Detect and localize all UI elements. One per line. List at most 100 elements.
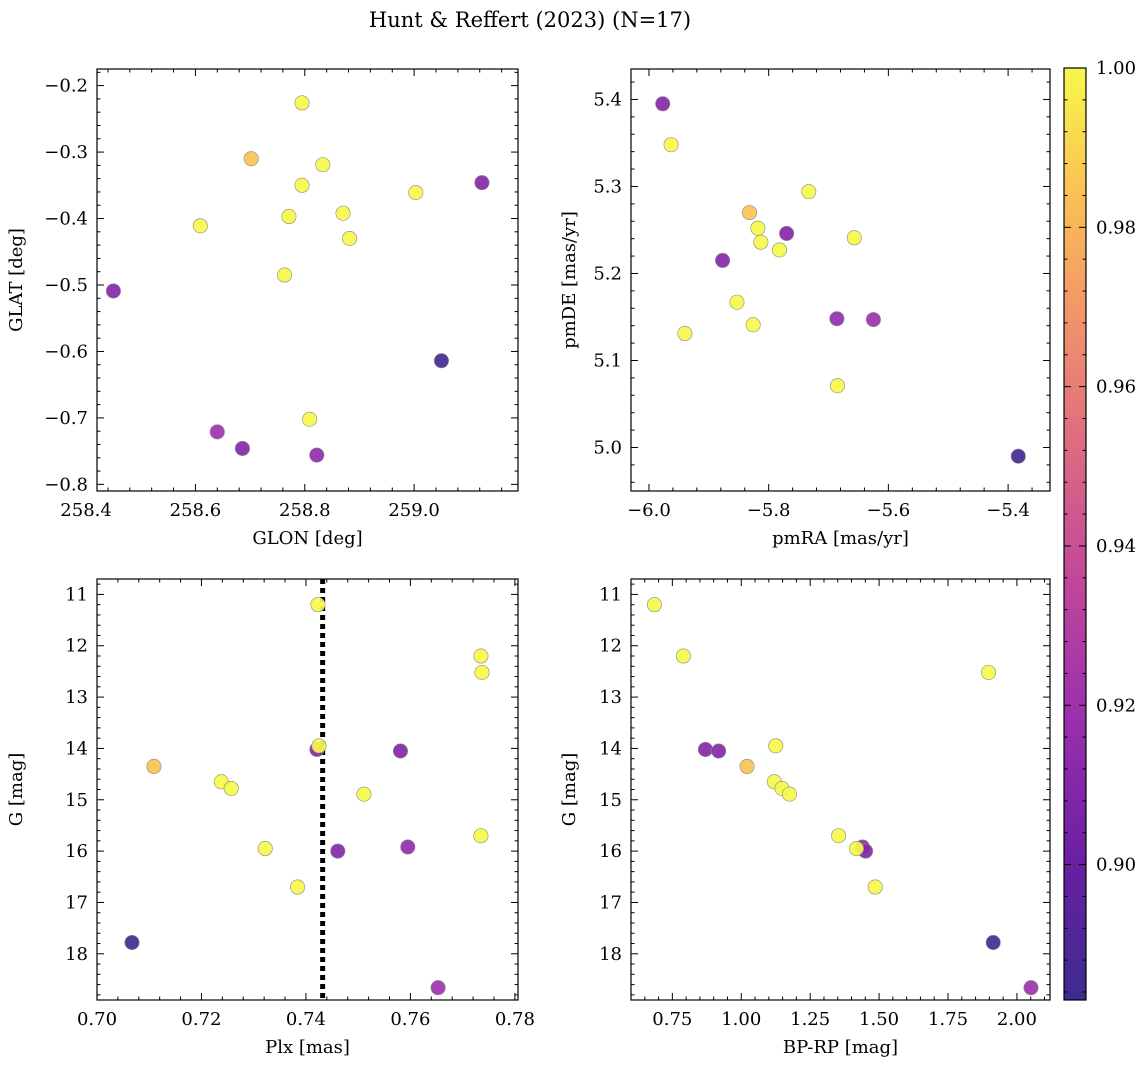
data-point bbox=[711, 743, 727, 759]
y-tick-label: 14 bbox=[599, 738, 622, 759]
x-tick-label: 1.75 bbox=[928, 1009, 968, 1030]
x-axis-label: GLON [deg] bbox=[252, 528, 362, 549]
data-point bbox=[294, 177, 310, 193]
x-tick-label: −6.0 bbox=[627, 500, 671, 521]
data-point bbox=[697, 741, 713, 757]
y-tick-label: 18 bbox=[599, 944, 622, 965]
y-tick-label: 16 bbox=[65, 841, 88, 862]
data-point bbox=[277, 267, 293, 283]
colorbar-tick-label: 0.96 bbox=[1096, 377, 1136, 398]
y-tick-label: 18 bbox=[65, 944, 88, 965]
panel-plx-g: 0.70 0.72 0.74 0.76 0.78 11 12 13 14 15 16 17 18 Plx … bbox=[6, 578, 535, 1058]
data-point bbox=[310, 597, 326, 613]
y-tick-label: 14 bbox=[65, 738, 88, 759]
panel-color-magnitude: 0.75 1.00 1.25 1.50 1.75 2.00 11 12 13 14 15 16 17 18… bbox=[559, 578, 1051, 1058]
data-point bbox=[867, 879, 883, 895]
data-point bbox=[771, 242, 787, 258]
data-point bbox=[400, 839, 416, 855]
data-point bbox=[831, 828, 847, 844]
data-point bbox=[430, 980, 446, 996]
x-tick-label: 0.75 bbox=[652, 1009, 692, 1030]
data-point bbox=[234, 440, 250, 456]
data-point bbox=[729, 294, 745, 310]
data-point bbox=[223, 780, 239, 796]
x-axis-label: Plx [mas] bbox=[265, 1037, 350, 1058]
x-axis-label: BP-RP [mag] bbox=[783, 1037, 898, 1058]
data-point bbox=[1023, 980, 1039, 996]
points bbox=[124, 597, 490, 996]
ticks bbox=[96, 579, 518, 1000]
data-point bbox=[782, 786, 798, 802]
points bbox=[646, 597, 1039, 996]
data-point bbox=[865, 312, 881, 328]
data-point bbox=[1010, 448, 1026, 464]
data-point bbox=[677, 326, 693, 342]
data-point bbox=[474, 664, 490, 680]
plot-frame bbox=[96, 68, 519, 492]
x-tick-label: 0.78 bbox=[495, 1009, 535, 1030]
data-point bbox=[715, 252, 731, 268]
y-tick-label: 13 bbox=[65, 687, 88, 708]
x-tick-label: 258.4 bbox=[60, 500, 112, 521]
colorbar-tick-label: 1.00 bbox=[1096, 58, 1136, 79]
x-tick-label: −5.4 bbox=[986, 500, 1030, 521]
data-point bbox=[294, 95, 310, 111]
y-tick-label: 5.0 bbox=[593, 437, 622, 458]
points bbox=[105, 95, 490, 463]
data-point bbox=[768, 738, 784, 754]
x-tick-label: 259.0 bbox=[388, 500, 440, 521]
x-tick-label: 0.74 bbox=[286, 1009, 326, 1030]
x-axis-label: pmRA [mas/yr] bbox=[772, 528, 909, 549]
ticks bbox=[630, 579, 1050, 1000]
data-point bbox=[281, 209, 297, 225]
data-point bbox=[742, 205, 758, 221]
data-point bbox=[745, 317, 761, 333]
y-tick-label: −0.7 bbox=[44, 408, 88, 429]
data-point bbox=[830, 378, 846, 394]
data-point bbox=[105, 283, 121, 299]
points bbox=[655, 96, 1026, 464]
x-tick-label: 1.00 bbox=[721, 1009, 761, 1030]
plot-frame bbox=[630, 578, 1051, 1001]
x-tick-label: 2.00 bbox=[997, 1009, 1037, 1030]
x-tick-label: 0.76 bbox=[390, 1009, 430, 1030]
data-point bbox=[801, 184, 817, 200]
data-point bbox=[192, 218, 208, 234]
y-tick-label: 5.3 bbox=[593, 176, 622, 197]
y-axis-label: pmDE [mas/yr] bbox=[559, 211, 580, 349]
data-point bbox=[829, 311, 845, 327]
colorbar-gradient bbox=[1064, 68, 1086, 1000]
y-tick-label: 12 bbox=[65, 636, 88, 657]
data-point bbox=[408, 185, 424, 201]
colorbar-frame bbox=[1063, 67, 1087, 1001]
x-tick-label: 258.8 bbox=[279, 500, 331, 521]
colorbar-tick-label: 0.94 bbox=[1096, 536, 1136, 557]
y-tick-label: 16 bbox=[599, 841, 622, 862]
x-tick-label: 1.50 bbox=[859, 1009, 899, 1030]
data-point bbox=[474, 175, 490, 191]
x-tick-label: 0.70 bbox=[77, 1009, 117, 1030]
data-point bbox=[335, 205, 351, 221]
y-tick-label: 11 bbox=[599, 584, 622, 605]
y-tick-label: 17 bbox=[599, 892, 622, 913]
y-axis-label: G [mag] bbox=[559, 753, 580, 826]
data-point bbox=[311, 738, 327, 754]
x-tick-label: 258.6 bbox=[170, 500, 222, 521]
y-tick-label: 12 bbox=[599, 636, 622, 657]
plot-frame bbox=[96, 578, 519, 1001]
y-tick-label: 5.2 bbox=[593, 263, 622, 284]
figure-title: Hunt & Reffert (2023) (N=17) bbox=[369, 8, 691, 32]
data-point bbox=[330, 843, 346, 859]
data-point bbox=[750, 220, 766, 236]
y-axis-label: G [mag] bbox=[6, 753, 27, 826]
data-point bbox=[848, 841, 864, 857]
y-tick-label: −0.8 bbox=[44, 474, 88, 495]
data-point bbox=[675, 648, 691, 664]
data-point bbox=[655, 96, 671, 112]
panel-pm: −6.0 −5.8 −5.6 −5.4 5.0 5.1 5.2 5.3 5.4 pmRA [mas… bbox=[559, 68, 1051, 549]
x-tick-label: 1.25 bbox=[790, 1009, 830, 1030]
colorbar-tick-label: 0.92 bbox=[1096, 695, 1136, 716]
y-tick-label: −0.3 bbox=[44, 142, 88, 163]
data-point bbox=[779, 225, 795, 241]
